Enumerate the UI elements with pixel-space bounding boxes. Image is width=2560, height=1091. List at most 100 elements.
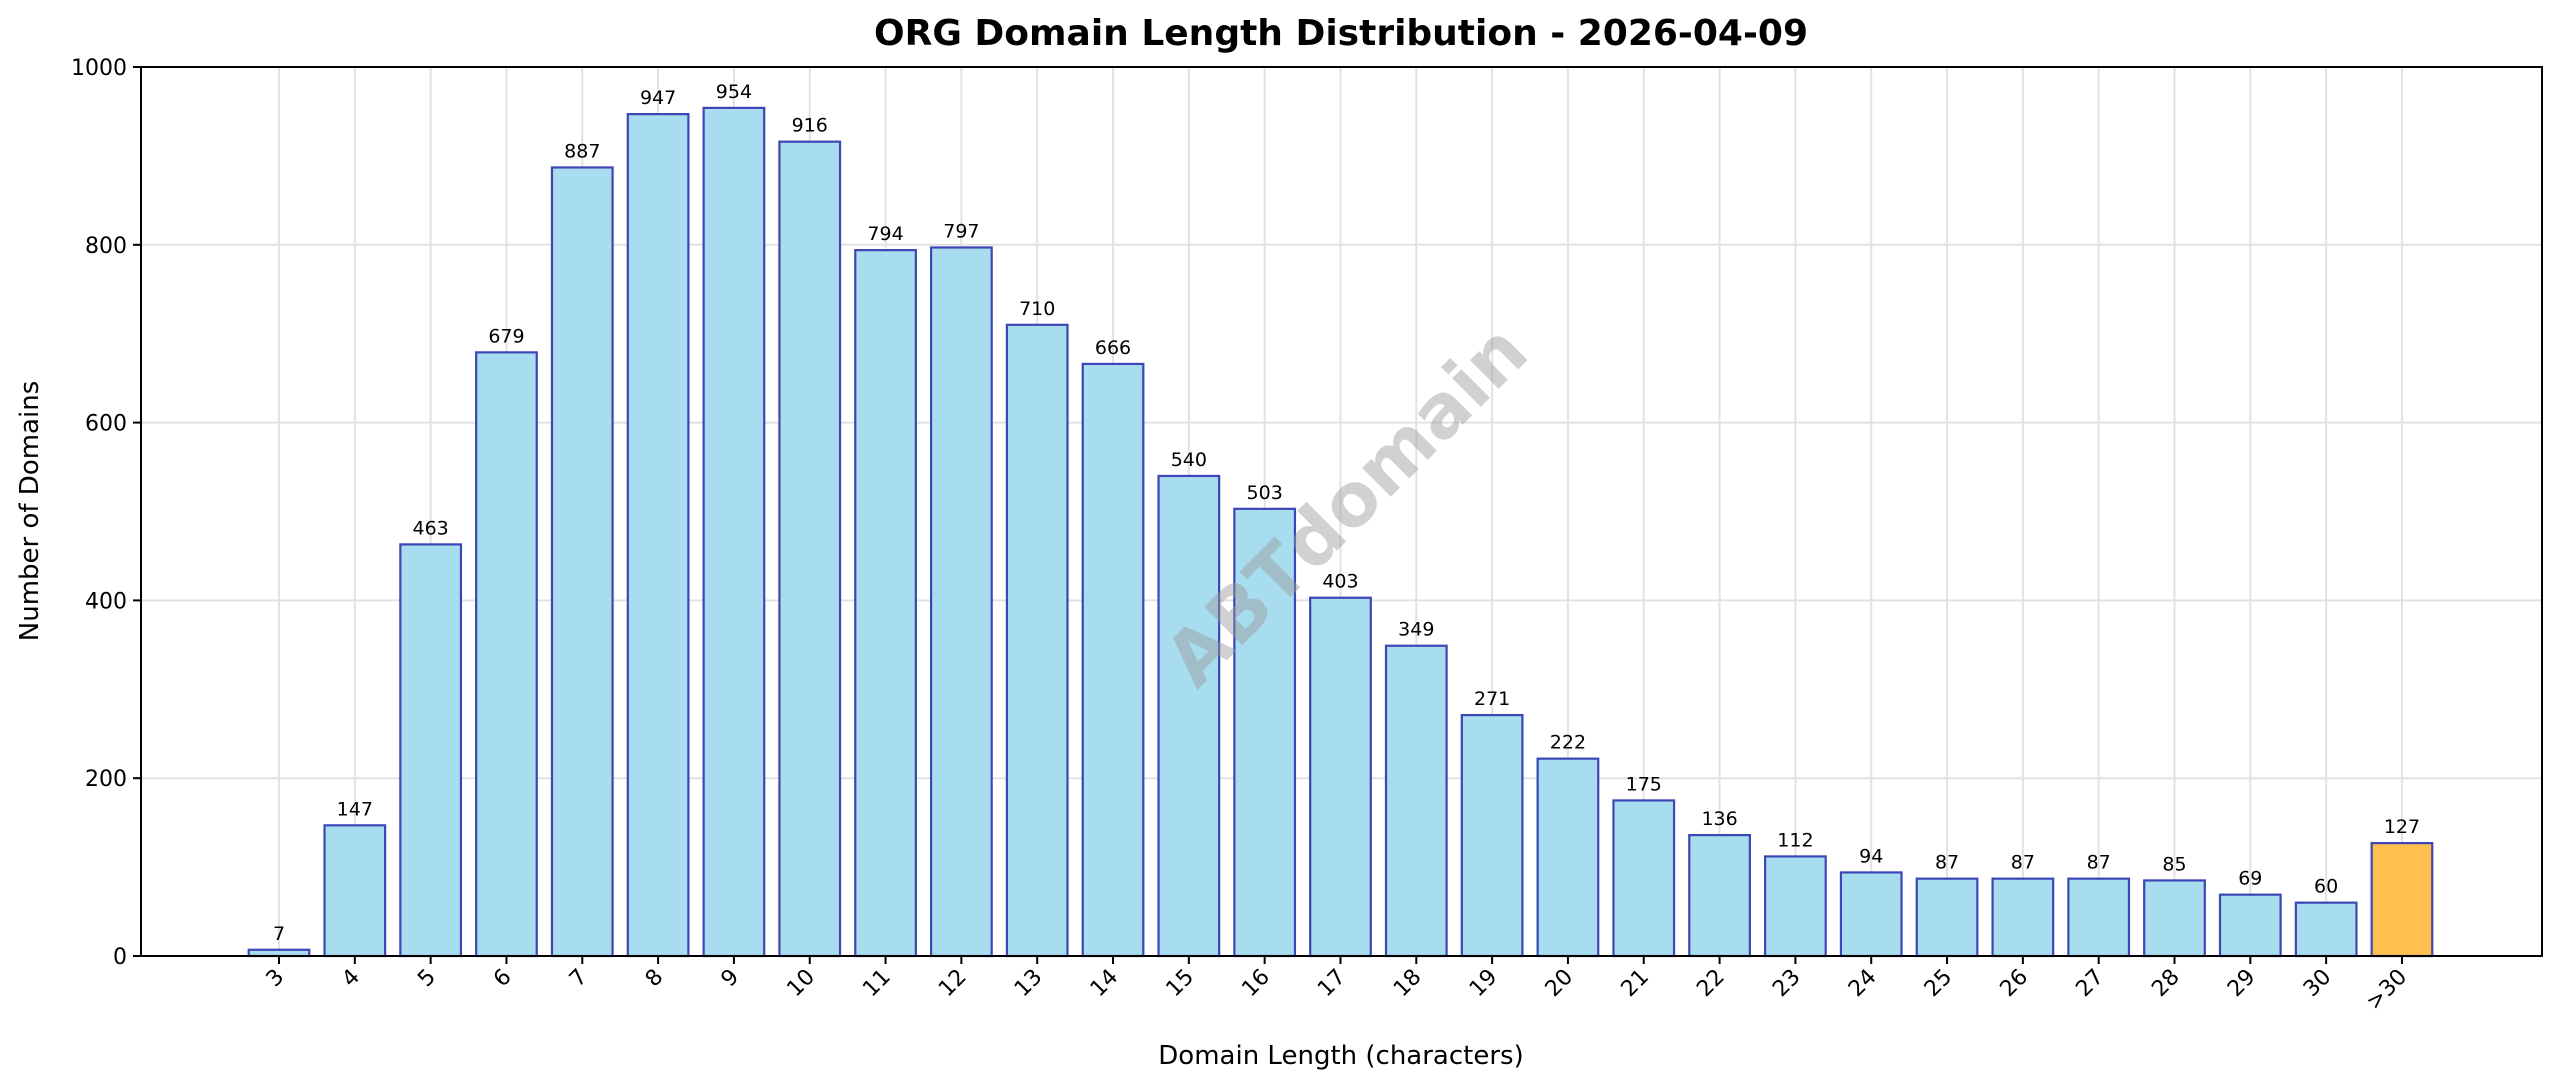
- data-label: 679: [488, 325, 524, 347]
- x-tick-label: 24: [1844, 965, 1881, 1002]
- x-axis: 3 4 5 6 7 8 9 10 11 12 13 14 15 16 17 18 19 20 21 22 23 24 25 2…: [262, 956, 2413, 1016]
- data-label: 112: [1777, 829, 1813, 851]
- x-axis-label: Domain Length (characters): [1158, 1041, 1523, 1071]
- data-label: 87: [2087, 852, 2111, 874]
- x-tick-label: 25: [1920, 965, 1957, 1002]
- x-tick-label: 8: [641, 965, 669, 993]
- x-tick-label: 9: [717, 965, 745, 993]
- data-label: 887: [564, 140, 600, 162]
- x-tick-label: 20: [1541, 965, 1578, 1002]
- x-tick-label: 23: [1768, 965, 1805, 1002]
- data-label: 947: [640, 87, 676, 109]
- x-tick-label: 17: [1313, 965, 1350, 1002]
- y-tick-label: 400: [85, 589, 127, 614]
- x-tick-label: 15: [1162, 965, 1199, 1002]
- x-tick-label: >30: [2362, 965, 2413, 1016]
- data-label: 797: [943, 220, 979, 242]
- bar-22: [1688, 833, 1751, 958]
- data-label: 147: [337, 798, 373, 820]
- x-tick-label: 3: [262, 965, 290, 993]
- data-label: 87: [1935, 852, 1959, 874]
- bar-4: [323, 824, 387, 958]
- data-label: 503: [1247, 482, 1283, 504]
- data-label: 60: [2314, 876, 2338, 898]
- data-label: 7: [273, 923, 285, 945]
- data-label: 87: [2011, 852, 2035, 874]
- bar-9: [702, 106, 766, 958]
- data-label: 463: [413, 517, 449, 539]
- plot-frame: [140, 66, 2543, 957]
- x-tick-label: 22: [1692, 965, 1729, 1002]
- bar-20: [1536, 757, 1600, 958]
- bar-23: [1763, 855, 1827, 958]
- bar-28: [2143, 879, 2206, 958]
- data-label: 127: [2384, 816, 2420, 838]
- x-tick-label: 7: [565, 965, 593, 993]
- y-tick-label: 600: [85, 412, 127, 437]
- x-tick-label: 21: [1617, 965, 1654, 1002]
- bar-30: [2294, 901, 2358, 958]
- x-tick-label: 28: [2147, 965, 2184, 1002]
- data-labels: 7 147 463 679 887 947 954 916 794 797 710 666 540 503…: [273, 81, 2420, 945]
- x-tick-label: 6: [489, 965, 517, 993]
- y-axis-label: Number of Domains: [15, 381, 45, 641]
- x-tick-label: 18: [1389, 965, 1426, 1002]
- bar-19: [1460, 713, 1524, 958]
- data-label: 349: [1398, 619, 1434, 641]
- x-tick-label: 29: [2223, 965, 2260, 1002]
- bar-5: [399, 543, 463, 958]
- data-label: 271: [1474, 688, 1510, 710]
- bar-26: [1991, 877, 2055, 958]
- bar-24: [1839, 871, 1903, 958]
- x-tick-label: 10: [783, 965, 820, 1002]
- data-label: 954: [716, 81, 752, 103]
- bar-29: [2218, 893, 2282, 958]
- chart-title: ORG Domain Length Distribution - 2026-04…: [874, 13, 1808, 54]
- bar-10: [778, 140, 842, 958]
- x-tick-label: 30: [2299, 965, 2336, 1002]
- y-tick-label: 0: [113, 945, 127, 970]
- bar-14: [1081, 362, 1145, 958]
- data-label: 69: [2238, 868, 2262, 890]
- data-label: 916: [792, 115, 828, 137]
- bar-11: [854, 249, 917, 958]
- y-tick-label: 1000: [71, 56, 127, 81]
- data-label: 794: [867, 223, 903, 245]
- x-tick-label: 12: [934, 965, 971, 1002]
- bar-18: [1384, 644, 1448, 958]
- bar-15: [1157, 474, 1221, 958]
- data-label: 666: [1095, 337, 1131, 359]
- y-axis: 0 200 400 600 800 1000: [71, 56, 141, 970]
- x-tick-label: 16: [1237, 965, 1274, 1002]
- bar-6: [475, 351, 538, 958]
- y-tick-label: 800: [85, 234, 127, 259]
- data-label: 710: [1019, 298, 1055, 320]
- bar-7: [550, 166, 614, 958]
- data-label: 540: [1171, 449, 1207, 471]
- bar-17: [1309, 596, 1372, 958]
- x-tick-label: 27: [2071, 965, 2108, 1002]
- data-label: 175: [1626, 773, 1662, 795]
- bar-27: [2067, 877, 2131, 958]
- x-tick-label: 4: [337, 965, 365, 993]
- x-tick-label: 5: [413, 965, 441, 993]
- bar-8: [626, 113, 690, 958]
- x-tick-label: 11: [858, 965, 895, 1002]
- x-tick-label: 19: [1465, 965, 1502, 1002]
- y-tick-label: 200: [85, 767, 127, 792]
- data-label: 94: [1859, 845, 1883, 867]
- data-label: 85: [2162, 853, 2186, 875]
- bar-25: [1915, 877, 1979, 958]
- bar-12: [929, 246, 993, 958]
- data-label: 403: [1322, 571, 1358, 593]
- x-tick-label: 13: [1010, 965, 1047, 1002]
- x-tick-label: 14: [1086, 965, 1123, 1002]
- bar-13: [1005, 323, 1069, 958]
- x-tick-label: 26: [1996, 965, 2033, 1002]
- bar-21: [1612, 799, 1676, 958]
- bar->30: [2370, 841, 2434, 958]
- data-label: 136: [1701, 808, 1737, 830]
- bars: [247, 106, 2434, 958]
- bar-16: [1233, 507, 1297, 958]
